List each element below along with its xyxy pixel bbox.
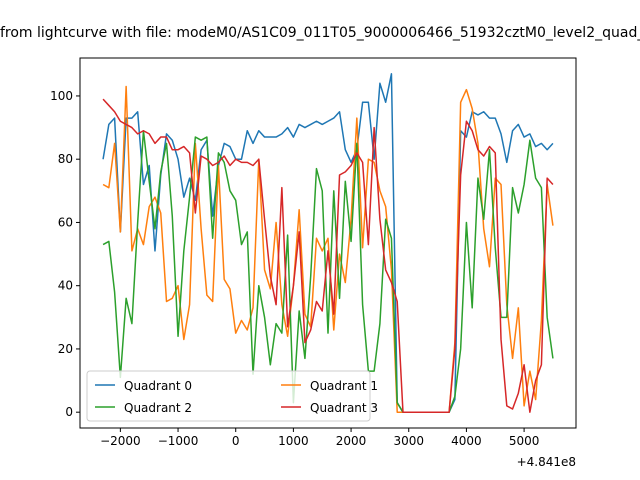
x-tick-label: 4000 xyxy=(451,434,482,448)
legend-label-quadrant-2: Quadrant 2 xyxy=(124,401,192,415)
axes-frame xyxy=(79,57,577,429)
x-tick-label: 3000 xyxy=(393,434,424,448)
x-tick-label: −2000 xyxy=(100,434,141,448)
x-tick-label: −1000 xyxy=(158,434,199,448)
x-tick-label: 5000 xyxy=(509,434,540,448)
y-axis: 0 20 40 60 80 100 xyxy=(50,89,80,419)
legend-box xyxy=(86,370,371,422)
legend-label-quadrant-1: Quadrant 1 xyxy=(310,379,378,393)
y-tick-label: 80 xyxy=(58,152,73,166)
y-tick-label: 0 xyxy=(65,405,73,419)
plot-area xyxy=(102,73,554,413)
x-offset-label: +4.841e8 xyxy=(517,455,576,469)
y-tick-label: 20 xyxy=(58,342,73,356)
series-line-quadrant-3 xyxy=(102,98,554,413)
legend: Quadrant 0 Quadrant 1 Quadrant 2 Quadrant 3 xyxy=(86,370,378,422)
legend-label-quadrant-0: Quadrant 0 xyxy=(124,379,192,393)
x-tick-label: 0 xyxy=(232,434,240,448)
series-line-quadrant-2 xyxy=(102,129,554,413)
y-tick-label: 100 xyxy=(50,89,73,103)
x-tick-label: 2000 xyxy=(336,434,367,448)
y-tick-label: 40 xyxy=(58,279,73,293)
x-axis: −2000 −1000 0 1000 2000 3000 4000 5000 xyxy=(100,428,539,448)
chart-title: Plotting from lightcurve with file: mode… xyxy=(0,25,640,41)
series-line-quadrant-1 xyxy=(102,85,554,413)
y-tick-label: 60 xyxy=(58,215,73,229)
legend-label-quadrant-3: Quadrant 3 xyxy=(310,401,378,415)
x-tick-label: 1000 xyxy=(278,434,309,448)
